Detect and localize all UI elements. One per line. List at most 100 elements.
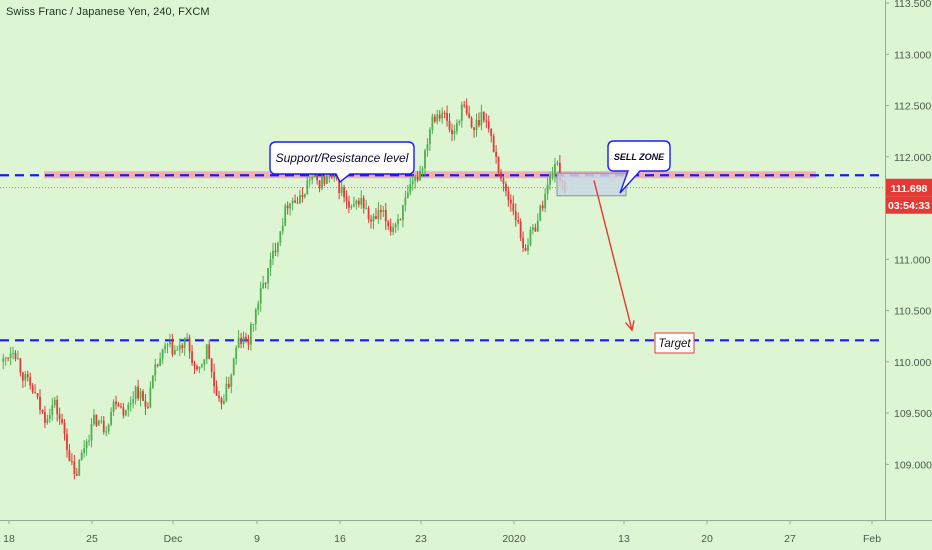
candle-body	[117, 404, 120, 407]
candle-body	[524, 247, 527, 251]
candle-body	[161, 349, 164, 359]
candle-body	[151, 375, 154, 388]
candle-body	[323, 176, 326, 184]
y-tick-label: 111.000	[894, 254, 931, 266]
candle-body	[431, 116, 434, 130]
candle-body	[451, 129, 453, 135]
candle-body	[39, 396, 41, 410]
candle-body	[558, 162, 561, 181]
current-price-badge	[886, 178, 932, 197]
sell-zone-callout-label: SELL ZONE	[614, 152, 665, 162]
candle-body	[463, 104, 466, 106]
target-label: Target	[658, 338, 691, 350]
candle-body	[289, 203, 292, 209]
candle-body	[137, 386, 139, 399]
candle-body	[208, 344, 211, 359]
candle-body	[554, 164, 556, 175]
candle-body	[115, 401, 117, 405]
candle-body	[362, 198, 365, 209]
candle-body	[482, 111, 485, 121]
candle-body	[519, 221, 522, 238]
candle-body	[365, 207, 368, 209]
y-tick-label: 109.500	[894, 408, 932, 420]
candle-body	[29, 377, 32, 386]
candle-body	[178, 345, 181, 350]
candle-body	[36, 393, 39, 397]
candle-body	[470, 117, 473, 128]
candle-body	[225, 383, 228, 401]
levels	[0, 171, 885, 342]
candle-body	[159, 358, 162, 366]
candle-body	[522, 237, 524, 248]
candle-body	[348, 201, 350, 208]
candle-body	[149, 387, 152, 408]
candle-body	[203, 359, 206, 365]
candle-body	[539, 205, 542, 221]
candle-body	[193, 362, 196, 367]
candle-body	[48, 415, 51, 419]
candle-body	[173, 350, 176, 355]
candle-body	[267, 268, 269, 284]
x-tick-label: 20	[701, 533, 713, 545]
candle-body	[17, 358, 19, 360]
candle-body	[232, 358, 235, 375]
candle-body	[379, 210, 382, 212]
candle-body	[75, 474, 78, 476]
candle-body	[402, 205, 404, 221]
candle-body	[176, 349, 179, 351]
candle-body	[4, 357, 7, 359]
candle-body	[257, 303, 260, 310]
candle-body	[438, 114, 441, 119]
candle-body	[455, 123, 458, 132]
candle-body	[205, 344, 208, 360]
candle-body	[306, 180, 309, 195]
candle-body	[492, 136, 495, 152]
candle-body	[156, 364, 159, 366]
candle-body	[235, 347, 238, 359]
x-tick-label: 13	[618, 533, 630, 545]
resistance-callout-label: Support/Resistance level	[276, 151, 409, 165]
y-tick-label: 113.500	[894, 0, 931, 10]
x-tick-label: 27	[784, 533, 796, 545]
candle-body	[154, 364, 157, 376]
candle-body	[9, 353, 12, 359]
candle-body	[399, 219, 402, 221]
candle-body	[507, 191, 510, 200]
candle-body	[318, 180, 321, 189]
candle-body	[367, 207, 370, 220]
sell-zone-callout-box	[607, 140, 671, 194]
candle-body	[245, 336, 247, 340]
candle-body	[357, 200, 360, 205]
candle-body	[227, 383, 230, 388]
y-tick-label: 110.000	[894, 357, 931, 369]
candle-body	[414, 176, 417, 181]
candle-body	[517, 220, 520, 222]
candle-body	[468, 113, 471, 118]
candle-body	[475, 119, 478, 131]
arrow-shaft	[593, 180, 633, 331]
y-tick-label: 112.500	[894, 101, 931, 113]
candle-body	[2, 358, 5, 362]
y-tick-label: 112.000	[894, 152, 931, 164]
candle-body	[529, 229, 532, 245]
candle-body	[223, 400, 225, 404]
candle-body	[41, 409, 44, 412]
candle-body	[68, 450, 71, 462]
candle-body	[21, 372, 24, 381]
candle-body	[500, 172, 502, 179]
candle-body	[549, 175, 551, 185]
candle-body	[419, 170, 421, 181]
candle-body	[330, 174, 333, 177]
candle-body	[210, 358, 213, 372]
candle-body	[534, 227, 537, 232]
candle-body	[311, 176, 314, 180]
candle-body	[34, 392, 37, 394]
candle-body	[139, 391, 142, 399]
x-tick-label: 25	[86, 533, 98, 545]
candle-body	[12, 352, 14, 354]
candle-body	[350, 206, 353, 208]
candle-body	[404, 197, 407, 206]
candle-body	[490, 128, 493, 137]
candle-body	[527, 244, 529, 251]
candle-body	[328, 174, 331, 176]
